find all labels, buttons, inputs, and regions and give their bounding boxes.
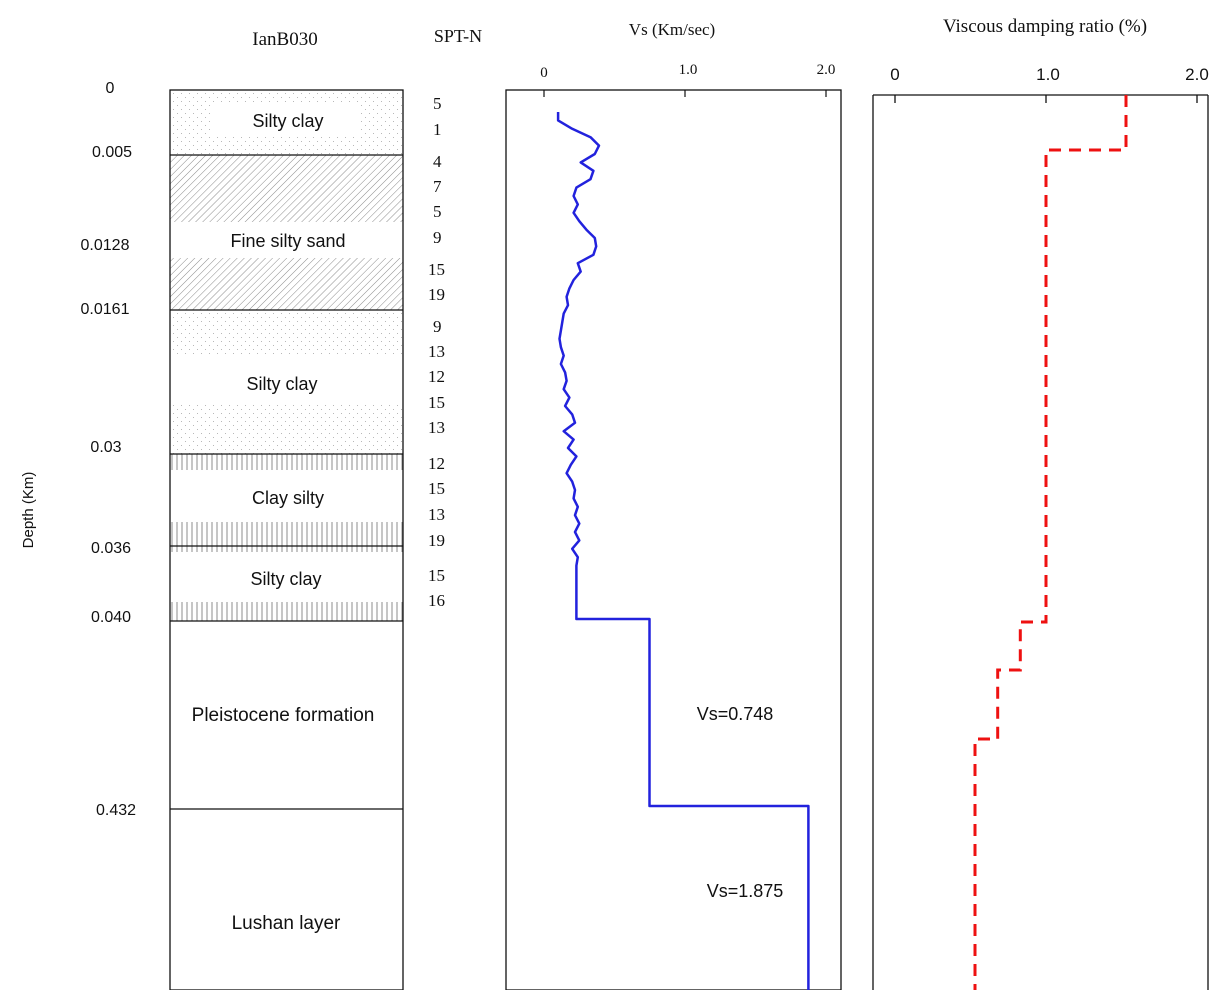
- depth-tick: 0.03: [90, 439, 121, 456]
- layer-label: Silty clay: [246, 374, 317, 394]
- spt-value: 9: [433, 228, 442, 247]
- layer-label-bg: [170, 552, 403, 602]
- damping-tick-label: 0: [890, 65, 899, 84]
- spt-value: 13: [428, 505, 445, 524]
- depth-tick: 0.0128: [81, 237, 130, 254]
- layer-label: Silty clay: [250, 569, 321, 589]
- vs-chart-title: Vs (Km/sec): [629, 20, 715, 39]
- layer-label: Pleistocene formation: [192, 705, 375, 726]
- spt-values: 5 1 4 7 5 9 15 19 9 13 12 15 13 12 15 13…: [428, 94, 445, 610]
- depth-tick: 0.036: [91, 540, 131, 557]
- spt-value: 15: [428, 260, 445, 279]
- depth-tick: 0.0161: [81, 301, 130, 318]
- spt-value: 4: [433, 152, 442, 171]
- spt-value: 15: [428, 479, 445, 498]
- spt-value: 5: [433, 202, 442, 221]
- column-border: [169, 89, 404, 990]
- damping-chart-title: Viscous damping ratio (%): [943, 16, 1147, 37]
- damping-tick-label: 1.0: [1036, 65, 1060, 84]
- spt-value: 19: [428, 531, 445, 550]
- vs-tick-label: 2.0: [817, 62, 836, 78]
- borehole-id: IanB030: [252, 29, 317, 50]
- spt-value: 5: [433, 94, 442, 113]
- layer-label-bg: [170, 357, 403, 405]
- layer-label: Fine silty sand: [230, 231, 345, 251]
- layer-label: Lushan layer: [232, 913, 341, 934]
- layer-label: Clay silty: [252, 488, 324, 508]
- vs-chart-frame: [505, 89, 842, 990]
- borehole-column: Silty clay Fine silty sand Silty clay Cl…: [169, 89, 404, 990]
- depth-tick: 0.432: [96, 802, 136, 819]
- layer-label-bg: [210, 105, 360, 135]
- vs-tick-label: 0: [540, 65, 548, 81]
- vs-profile-line: [556, 112, 810, 990]
- spt-value: 19: [428, 285, 445, 304]
- layer-label: Silty clay: [252, 111, 323, 131]
- spt-value: 13: [428, 418, 445, 437]
- depth-tick: 0: [106, 80, 115, 97]
- depth-axis-label: Depth (Km): [20, 472, 37, 549]
- vs-tick-label: 1.0: [679, 62, 698, 78]
- spt-value: 15: [428, 393, 445, 412]
- damping-tick-label: 2.0: [1185, 65, 1209, 84]
- spt-value: 16: [428, 591, 445, 610]
- spt-value: 12: [428, 367, 445, 386]
- spt-header: SPT-N: [434, 26, 482, 46]
- layer-label-bg: [170, 470, 403, 522]
- depth-tick: 0.005: [92, 144, 132, 161]
- spt-value: 9: [433, 317, 442, 336]
- depth-ticks: 0 0.005 0.0128 0.0161 0.03 0.036 0.040 0…: [81, 80, 137, 819]
- damping-profile-line: [973, 95, 1128, 990]
- vs-annotation: Vs=1.875: [707, 881, 784, 901]
- spt-value: 7: [433, 177, 442, 196]
- spt-value: 15: [428, 566, 445, 585]
- depth-tick: 0.040: [91, 609, 131, 626]
- layer-label-bg: [170, 222, 403, 258]
- spt-value: 12: [428, 454, 445, 473]
- vs-annotation: Vs=0.748: [697, 704, 774, 724]
- spt-value: 13: [428, 342, 445, 361]
- damping-chart: 0 1.0 2.0: [872, 65, 1209, 990]
- vs-chart: 0 1.0 2.0 Vs=0.748 Vs=1.875: [505, 62, 842, 990]
- spt-value: 1: [433, 120, 442, 139]
